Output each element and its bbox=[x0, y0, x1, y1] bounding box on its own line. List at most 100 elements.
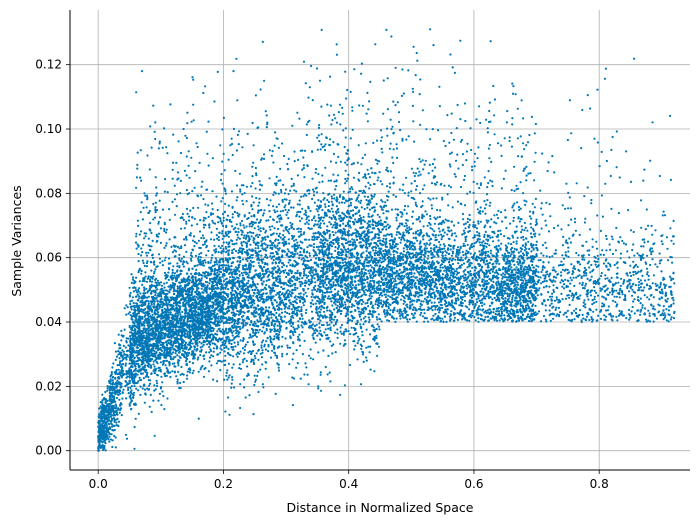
data-point bbox=[588, 266, 590, 268]
data-point bbox=[234, 345, 236, 347]
data-point bbox=[327, 240, 329, 242]
data-point bbox=[271, 225, 273, 227]
data-point bbox=[167, 191, 169, 193]
data-point bbox=[175, 352, 177, 354]
data-point bbox=[662, 279, 664, 281]
data-point bbox=[526, 254, 528, 256]
data-point bbox=[139, 292, 141, 294]
data-point bbox=[433, 244, 435, 246]
data-point bbox=[525, 270, 527, 272]
data-point bbox=[111, 392, 113, 394]
data-point bbox=[262, 273, 264, 275]
data-point bbox=[545, 247, 547, 249]
data-point bbox=[276, 176, 278, 178]
data-point bbox=[328, 324, 330, 326]
data-point bbox=[211, 289, 213, 291]
data-point bbox=[371, 172, 373, 174]
data-point bbox=[286, 312, 288, 314]
data-point bbox=[609, 291, 611, 293]
data-point bbox=[212, 355, 214, 357]
data-point bbox=[403, 247, 405, 249]
data-point bbox=[249, 257, 251, 259]
data-point bbox=[351, 256, 353, 258]
data-point bbox=[286, 229, 288, 231]
data-point bbox=[429, 198, 431, 200]
data-point bbox=[542, 274, 544, 276]
data-point bbox=[401, 224, 403, 226]
data-point bbox=[367, 108, 369, 110]
data-point bbox=[479, 122, 481, 124]
data-point bbox=[305, 292, 307, 294]
data-point bbox=[289, 222, 291, 224]
data-point bbox=[331, 253, 333, 255]
data-point bbox=[380, 231, 382, 233]
data-point bbox=[366, 92, 368, 94]
data-point bbox=[302, 302, 304, 304]
data-point bbox=[330, 291, 332, 293]
data-point bbox=[299, 200, 301, 202]
data-point bbox=[365, 238, 367, 240]
data-point bbox=[221, 232, 223, 234]
data-point bbox=[400, 216, 402, 218]
data-point bbox=[340, 327, 342, 329]
data-point bbox=[211, 190, 213, 192]
data-point bbox=[176, 193, 178, 195]
data-point bbox=[287, 307, 289, 309]
data-point bbox=[143, 290, 145, 292]
data-point bbox=[611, 319, 613, 321]
data-point bbox=[229, 322, 231, 324]
data-point bbox=[199, 162, 201, 164]
data-point bbox=[380, 180, 382, 182]
data-point bbox=[451, 300, 453, 302]
data-point bbox=[454, 317, 456, 319]
data-point bbox=[245, 273, 247, 275]
data-point bbox=[370, 264, 372, 266]
data-point bbox=[303, 164, 305, 166]
data-point bbox=[332, 141, 334, 143]
data-point bbox=[438, 223, 440, 225]
data-point bbox=[469, 214, 471, 216]
data-point bbox=[245, 284, 247, 286]
data-point bbox=[237, 343, 239, 345]
data-point bbox=[223, 379, 225, 381]
data-point bbox=[588, 254, 590, 256]
data-point bbox=[600, 254, 602, 256]
data-point bbox=[566, 316, 568, 318]
data-point bbox=[469, 127, 471, 129]
data-point bbox=[231, 321, 233, 323]
data-point bbox=[656, 318, 658, 320]
data-point bbox=[503, 310, 505, 312]
data-point bbox=[546, 255, 548, 257]
data-point bbox=[649, 315, 651, 317]
data-point bbox=[462, 283, 464, 285]
data-point bbox=[286, 272, 288, 274]
data-point bbox=[515, 185, 517, 187]
data-point bbox=[242, 347, 244, 349]
data-point bbox=[150, 270, 152, 272]
data-point bbox=[154, 294, 156, 296]
data-point bbox=[583, 302, 585, 304]
data-point bbox=[217, 209, 219, 211]
data-point bbox=[369, 351, 371, 353]
data-point bbox=[485, 119, 487, 121]
data-point bbox=[629, 317, 631, 319]
data-point bbox=[515, 266, 517, 268]
data-point bbox=[328, 295, 330, 297]
data-point bbox=[586, 295, 588, 297]
data-point bbox=[179, 285, 181, 287]
data-point bbox=[210, 231, 212, 233]
data-point bbox=[540, 271, 542, 273]
data-point bbox=[221, 230, 223, 232]
data-point bbox=[532, 266, 534, 268]
data-point bbox=[214, 269, 216, 271]
data-point bbox=[136, 248, 138, 250]
data-point bbox=[168, 208, 170, 210]
data-point bbox=[206, 343, 208, 345]
data-point bbox=[432, 44, 434, 46]
data-point bbox=[405, 294, 407, 296]
data-point bbox=[124, 307, 126, 309]
data-point bbox=[358, 172, 360, 174]
data-point bbox=[510, 266, 512, 268]
data-point bbox=[300, 378, 302, 380]
data-point bbox=[462, 254, 464, 256]
